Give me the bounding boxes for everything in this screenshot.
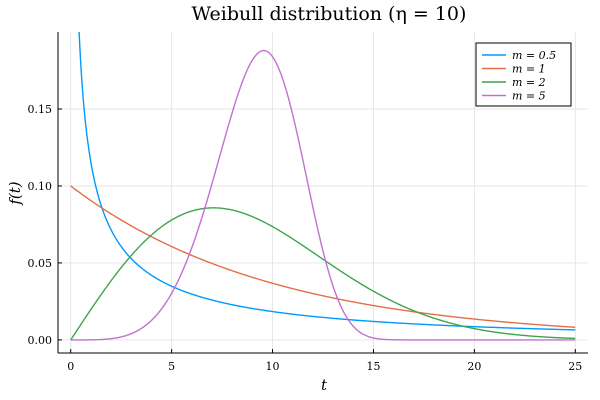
series-line-m-2 — [70, 207, 576, 341]
y-tick-label: 0.15 — [28, 103, 53, 116]
y-tick-label: 0.00 — [28, 334, 53, 347]
legend-label: m = 0.5 — [512, 49, 556, 62]
series-line-m-1 — [70, 185, 576, 328]
ticks: 0 5 10 15 20 25 0.00 0.05 0.10 0.15 — [28, 103, 583, 373]
series-line-m-0-5 — [78, 32, 576, 331]
legend-label: m = 2 — [512, 76, 546, 89]
grid — [58, 32, 588, 353]
y-tick-label: 0.05 — [28, 257, 53, 270]
legend: m = 0.5m = 1m = 2m = 5 — [475, 42, 572, 107]
y-tick-label: 0.10 — [28, 180, 53, 193]
x-tick-label: 10 — [266, 360, 280, 373]
x-tick-label: 20 — [467, 360, 481, 373]
chart-title: Weibull distribution (η = 10) — [192, 3, 467, 25]
legend-label: m = 5 — [512, 90, 546, 103]
axes — [57, 32, 588, 354]
x-axis-label: t — [321, 376, 328, 394]
series-line-m-5 — [70, 49, 576, 341]
x-tick-label: 15 — [366, 360, 380, 373]
legend-label: m = 1 — [512, 63, 546, 76]
series-group — [70, 32, 576, 341]
x-tick-label: 25 — [568, 360, 582, 373]
x-tick-label: 5 — [168, 360, 175, 373]
x-tick-label: 0 — [67, 360, 74, 373]
y-axis-label: f(t) — [6, 181, 24, 205]
